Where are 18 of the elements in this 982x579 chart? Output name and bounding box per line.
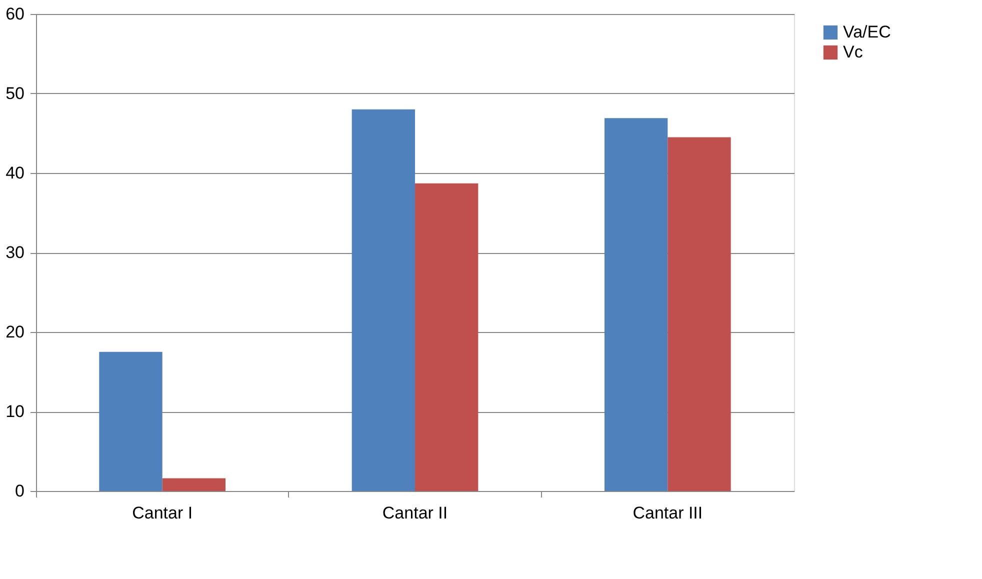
- y-tick-label: 30: [6, 243, 24, 262]
- x-tick-label: Cantar II: [382, 504, 448, 522]
- y-tick-label: 10: [6, 402, 24, 421]
- bar: [352, 109, 415, 491]
- y-tick-label: 0: [15, 482, 24, 500]
- legend-label: Va/EC: [843, 22, 891, 42]
- bar: [99, 352, 162, 491]
- bar: [415, 183, 478, 491]
- bar: [162, 478, 226, 491]
- y-tick-label: 40: [6, 164, 24, 182]
- y-tick-label: 50: [6, 84, 24, 103]
- x-tick-label: Cantar III: [632, 504, 703, 522]
- y-tick-label: 60: [6, 4, 24, 24]
- legend-label: Vc: [843, 42, 864, 62]
- bar: [668, 137, 731, 491]
- bar: [604, 118, 668, 491]
- x-tick-label: Cantar I: [132, 504, 193, 522]
- y-tick-label: 20: [6, 322, 24, 342]
